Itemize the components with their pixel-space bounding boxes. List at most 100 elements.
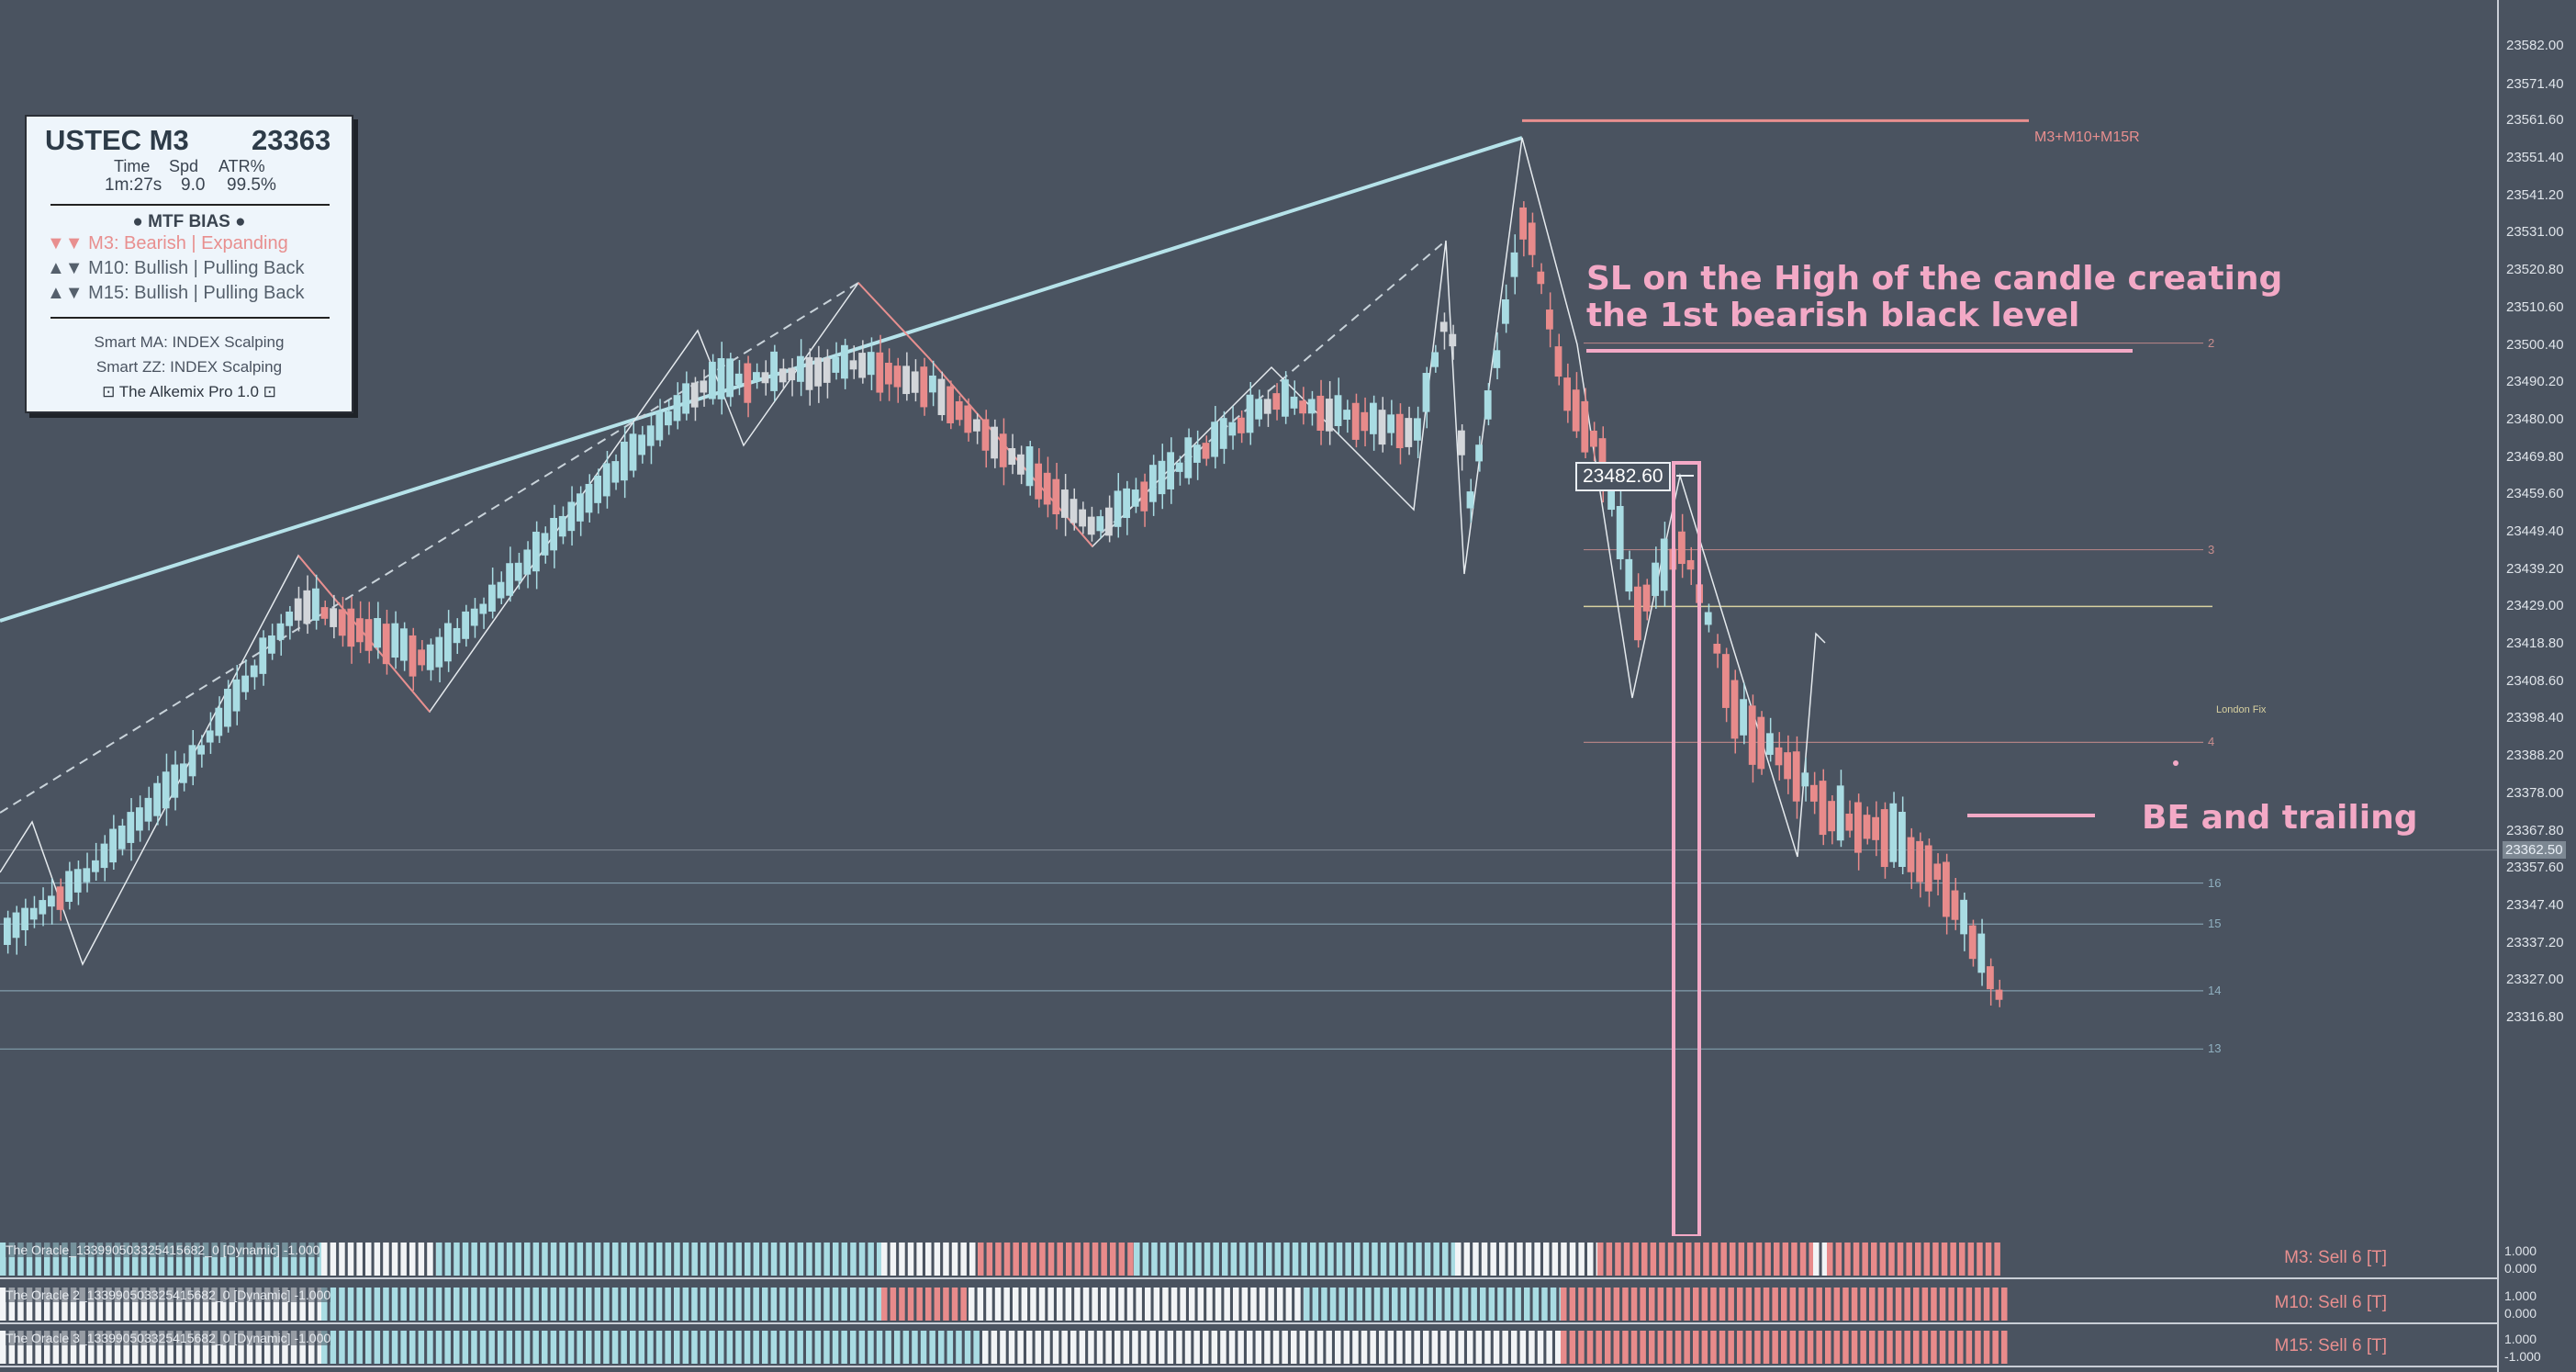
- indicator-bar: [1123, 1331, 1130, 1364]
- candle-body: [188, 745, 196, 777]
- indicator-bar: [96, 1288, 104, 1321]
- candle-body: [858, 353, 866, 378]
- candle-body: [1642, 584, 1651, 612]
- indicator-bar: [647, 1288, 654, 1321]
- indicator-bar: [435, 1288, 442, 1321]
- indicator-bar: [960, 1243, 967, 1276]
- candle-body: [83, 868, 91, 883]
- atr-value: 99.5%: [227, 175, 276, 195]
- indicator-bar: [202, 1243, 209, 1276]
- indicator-bar: [1640, 1331, 1646, 1364]
- indicator-bar: [317, 1331, 324, 1364]
- indicator-bar: [1515, 1288, 1521, 1321]
- indicator-bar: [339, 1331, 345, 1364]
- candle-body: [946, 386, 954, 423]
- indicator-bar: [1966, 1288, 1973, 1321]
- indicator-bar: [986, 1288, 992, 1321]
- indicator-bar: [1204, 1243, 1211, 1276]
- candle-body: [1854, 802, 1862, 853]
- indicator-bar: [1294, 1288, 1301, 1321]
- info-panel: USTEC M3 23363 Time Spd ATR% 1m:27s 9.0 …: [25, 115, 353, 413]
- indicator-scale-bottom: -1.000: [2504, 1349, 2541, 1364]
- indicator-bar: [735, 1288, 742, 1321]
- indicator-bar: [726, 1288, 734, 1321]
- indicator-bar: [586, 1331, 592, 1364]
- indicator-bar: [114, 1243, 121, 1276]
- indicator-label: The Oracle 3_133990503325415682_0 [Dynam…: [6, 1331, 331, 1345]
- candle-body: [700, 380, 708, 393]
- indicator-bar: [1551, 1243, 1559, 1276]
- indicator-bar: [1827, 1243, 1833, 1276]
- candle-body: [1114, 490, 1122, 527]
- indicator-bar: [1524, 1288, 1530, 1321]
- candle-body: [1211, 422, 1218, 457]
- indicator-bar: [1233, 1288, 1239, 1321]
- indicator-bar: [52, 1331, 60, 1364]
- indicator-bar: [356, 1331, 363, 1364]
- indicator-bar: [1649, 1288, 1655, 1321]
- indicator-bar: [1860, 1331, 1866, 1364]
- indicator-bar: [436, 1243, 442, 1276]
- indicator-bar: [1948, 1331, 1954, 1364]
- indicator-strip[interactable]: The Oracle 2_133990503325415682_0 [Dynam…: [0, 1284, 2497, 1324]
- indicator-bar: [132, 1331, 139, 1364]
- indicator-bar: [317, 1243, 324, 1276]
- indicator-bar: [1481, 1243, 1488, 1276]
- indicator-bar: [1400, 1288, 1407, 1321]
- candle-body: [1043, 472, 1051, 505]
- candle-body: [1757, 716, 1765, 770]
- indicator-bar: [1983, 1288, 1990, 1321]
- indicator-bar: [858, 1288, 866, 1321]
- indicator-bar: [1693, 1331, 1699, 1364]
- sl-annotation-line1: SL on the High of the candle creating: [1586, 260, 2283, 298]
- candle-body: [955, 400, 963, 421]
- indicator-bar: [1666, 1331, 1673, 1364]
- candle-body: [1686, 559, 1695, 570]
- indicator-bar: [1026, 1331, 1033, 1364]
- indicator-bar: [858, 1243, 866, 1276]
- indicator-bar: [132, 1243, 139, 1276]
- indicator-bar: [621, 1243, 628, 1276]
- indicator-bar: [1569, 1331, 1576, 1364]
- candle-body: [849, 360, 857, 370]
- candle-body: [1863, 815, 1871, 839]
- candle-body: [1810, 784, 1818, 802]
- candle-body: [567, 501, 576, 532]
- indicator-bar: [1703, 1243, 1709, 1276]
- indicator-bar: [788, 1331, 795, 1364]
- price-axis[interactable]: 23582.00 23571.40 23561.60 23551.40 23541.20…: [2497, 0, 2576, 1372]
- indicator-bar: [96, 1243, 104, 1276]
- indicator-bar: [255, 1288, 262, 1321]
- price-axis-label: 23449.40: [2506, 523, 2564, 539]
- indicator-bar: [907, 1243, 914, 1276]
- indicator-bar: [1941, 1243, 1948, 1276]
- indicator-bar: [1038, 1288, 1046, 1321]
- indicator-bar: [1728, 1288, 1734, 1321]
- indicator-bar: [1170, 1288, 1178, 1321]
- indicator-bar: [1326, 1331, 1332, 1364]
- indicator-strip[interactable]: The Oracle 3_133990503325415682_0 [Dynam…: [0, 1327, 2497, 1367]
- indicator-bar: [991, 1331, 998, 1364]
- indicator-bar: [762, 1331, 768, 1364]
- candlestick-chart[interactable]: [0, 0, 2497, 1238]
- indicator-bar: [1745, 1288, 1753, 1321]
- indicator-bar: [79, 1288, 85, 1321]
- indicator-strip[interactable]: The Oracle_133990503325415682_0 [Dynamic…: [0, 1239, 2497, 1279]
- indicator-bar: [1136, 1288, 1142, 1321]
- indicator-bar: [1013, 1243, 1019, 1276]
- indicator-histogram: [0, 1243, 2497, 1279]
- candle-body: [1546, 309, 1553, 330]
- indicator-bar: [1285, 1288, 1293, 1321]
- indicator-bar: [1003, 1243, 1011, 1276]
- indicator-bar: [1283, 1243, 1290, 1276]
- indicator-bar: [264, 1331, 271, 1364]
- bias-text: M3: Bearish | Expanding: [88, 233, 288, 253]
- atr-header: ATR%: [218, 157, 265, 175]
- indicator-bar: [44, 1288, 50, 1321]
- indicator-bar: [1676, 1243, 1683, 1276]
- indicator-bar: [1622, 1288, 1629, 1321]
- price-chart[interactable]: [0, 0, 2497, 1238]
- candle-body: [29, 907, 38, 920]
- indicator-bar: [841, 1288, 847, 1321]
- indicator-bar: [1488, 1288, 1495, 1321]
